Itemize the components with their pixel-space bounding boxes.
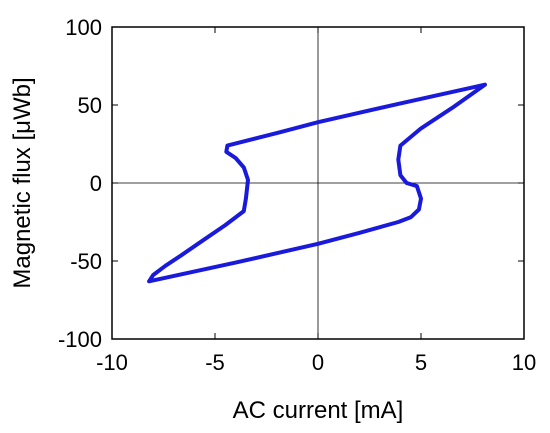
- y-tick-label: -100: [58, 327, 102, 352]
- y-axis-title: Magnetic flux [μWb]: [9, 77, 36, 288]
- x-tick-label: 10: [512, 350, 536, 375]
- x-tick-label: -10: [96, 350, 128, 375]
- y-tick-label: 0: [90, 171, 102, 196]
- x-axis-title: AC current [mA]: [233, 397, 404, 424]
- chart-marks: [147, 82, 487, 284]
- y-tick-label: -50: [70, 249, 102, 274]
- plot-area: [111, 26, 525, 340]
- y-tick-label: 100: [65, 15, 102, 40]
- x-tick-label: -5: [205, 350, 225, 375]
- y-tick-label: 50: [78, 93, 102, 118]
- x-tick-label: 5: [415, 350, 427, 375]
- hysteresis-loop-line: [147, 82, 487, 284]
- x-tick-label: 0: [312, 350, 324, 375]
